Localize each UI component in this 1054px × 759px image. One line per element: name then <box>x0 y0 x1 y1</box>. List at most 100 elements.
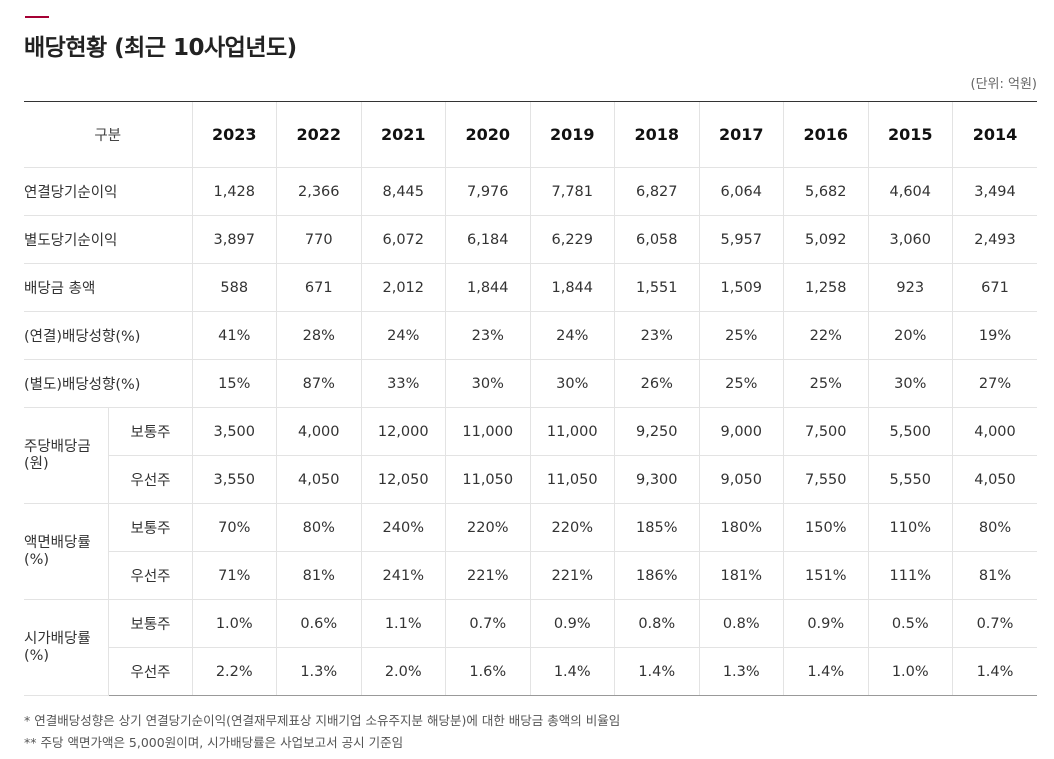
table-row: (별도)배당성향(%) 15% 87% 33% 30% 30% 26% 25% 25% 30% 27… <box>24 359 1037 408</box>
table-cell: 2,012 <box>360 263 446 312</box>
table-cell: 0.7% <box>952 599 1037 648</box>
table-cell: 11,000 <box>445 407 530 456</box>
table-row: 별도당기순이익 3,897 770 6,072 6,184 6,229 6,058 5,957… <box>24 215 1037 264</box>
table-cell: 3,060 <box>867 215 953 264</box>
table-cell: 80% <box>952 503 1037 552</box>
table-cell: 0.6% <box>276 599 361 648</box>
table-cell: 181% <box>698 551 784 600</box>
table-row: 액면배당률 (%) 보통주 70% 80% 240% 220% 220% 185% 180% 15… <box>24 503 1037 600</box>
table-cell: 185% <box>614 503 699 552</box>
table-cell: 1.4% <box>614 647 699 696</box>
table-cell: 19% <box>952 311 1037 360</box>
row-label: 별도당기순이익 <box>24 215 192 264</box>
table-cell: 33% <box>360 359 446 408</box>
table-cell: 221% <box>529 551 615 600</box>
table-cell: 220% <box>529 503 615 552</box>
table-cell: 30% <box>445 359 530 408</box>
table-cell: 0.9% <box>529 599 615 648</box>
table-cell: 26% <box>614 359 699 408</box>
table-cell: 81% <box>276 551 361 600</box>
table-cell: 111% <box>867 551 953 600</box>
table-cell: 25% <box>783 359 868 408</box>
header-year: 2015 <box>867 101 953 168</box>
title-accent-bar <box>25 16 49 18</box>
table-cell: 6,072 <box>360 215 446 264</box>
table-cell: 240% <box>360 503 446 552</box>
table-row: (연결)배당성향(%) 41% 28% 24% 23% 24% 23% 25% 22% 20% 19… <box>24 311 1037 360</box>
table-cell: 671 <box>952 263 1037 312</box>
table-cell: 30% <box>867 359 953 408</box>
table-cell: 23% <box>445 311 530 360</box>
table-cell: 110% <box>867 503 953 552</box>
table-cell: 1.3% <box>698 647 784 696</box>
table-cell: 1,258 <box>783 263 868 312</box>
unit-label: (단위: 억원) <box>970 77 1038 92</box>
table-cell: 3,494 <box>952 167 1037 216</box>
table-cell: 5,500 <box>867 407 953 456</box>
table-cell: 0.8% <box>698 599 784 648</box>
table-cell: 1,509 <box>698 263 784 312</box>
table-row: 연결당기순이익 1,428 2,366 8,445 7,976 7,781 6,827 6,0… <box>24 167 1037 216</box>
table-cell: 0.8% <box>614 599 699 648</box>
table-row: 시가배당률 (%) 보통주 1.0% 0.6% 1.1% 0.7% 0.9% 0.8% 0.8%… <box>24 599 1037 696</box>
table-cell: 7,550 <box>783 455 868 504</box>
table-cell: 221% <box>445 551 530 600</box>
table-cell: 1.4% <box>783 647 868 696</box>
subrow-label: 우선주 <box>107 551 192 600</box>
table-cell: 70% <box>191 503 277 552</box>
subrow-label: 우선주 <box>107 647 192 696</box>
table-cell: 4,050 <box>952 455 1037 504</box>
table-cell: 23% <box>614 311 699 360</box>
table-cell: 1,844 <box>445 263 530 312</box>
table-cell: 6,229 <box>529 215 615 264</box>
table-cell: 20% <box>867 311 953 360</box>
header-category: 구분 <box>24 101 192 168</box>
table-cell: 1.4% <box>952 647 1037 696</box>
table-cell: 25% <box>698 311 784 360</box>
header-year: 2023 <box>191 101 277 168</box>
header-year: 2019 <box>529 101 615 168</box>
table-row: 배당금 총액 588 671 2,012 1,844 1,844 1,551 1,509 1,2… <box>24 263 1037 312</box>
header-year: 2016 <box>783 101 868 168</box>
table-cell: 9,300 <box>614 455 699 504</box>
table-cell: 220% <box>445 503 530 552</box>
table-cell: 9,050 <box>698 455 784 504</box>
dividend-table: 구분 2023 2022 2021 2020 2019 2018 2017 20… <box>24 101 1037 696</box>
table-cell: 923 <box>867 263 953 312</box>
table-cell: 1.0% <box>191 599 277 648</box>
table-cell: 4,604 <box>867 167 953 216</box>
table-cell: 671 <box>276 263 361 312</box>
table-cell: 28% <box>276 311 361 360</box>
table-cell: 3,550 <box>191 455 277 504</box>
table-cell: 30% <box>529 359 615 408</box>
table-cell: 9,000 <box>698 407 784 456</box>
table-cell: 2,366 <box>276 167 361 216</box>
table-cell: 11,000 <box>529 407 615 456</box>
group-label: 주당배당금 (원) <box>24 407 108 504</box>
row-label: (별도)배당성향(%) <box>24 359 192 408</box>
table-cell: 15% <box>191 359 277 408</box>
table-cell: 22% <box>783 311 868 360</box>
group-label: 액면배당률 (%) <box>24 503 108 600</box>
table-cell: 1,844 <box>529 263 615 312</box>
table-cell: 1.1% <box>360 599 446 648</box>
table-cell: 11,050 <box>445 455 530 504</box>
table-cell: 7,976 <box>445 167 530 216</box>
table-cell: 1.6% <box>445 647 530 696</box>
table-cell: 6,184 <box>445 215 530 264</box>
table-cell: 241% <box>360 551 446 600</box>
table-cell: 0.9% <box>783 599 868 648</box>
group-label: 시가배당률 (%) <box>24 599 108 696</box>
table-cell: 11,050 <box>529 455 615 504</box>
table-cell: 1.4% <box>529 647 615 696</box>
table-cell: 1,428 <box>191 167 277 216</box>
table-cell: 0.7% <box>445 599 530 648</box>
table-cell: 41% <box>191 311 277 360</box>
row-label: 배당금 총액 <box>24 263 192 312</box>
table-cell: 8,445 <box>360 167 446 216</box>
table-cell: 1.0% <box>867 647 953 696</box>
table-cell: 1,551 <box>614 263 699 312</box>
table-cell: 5,682 <box>783 167 868 216</box>
row-label: (연결)배당성향(%) <box>24 311 192 360</box>
table-cell: 5,092 <box>783 215 868 264</box>
